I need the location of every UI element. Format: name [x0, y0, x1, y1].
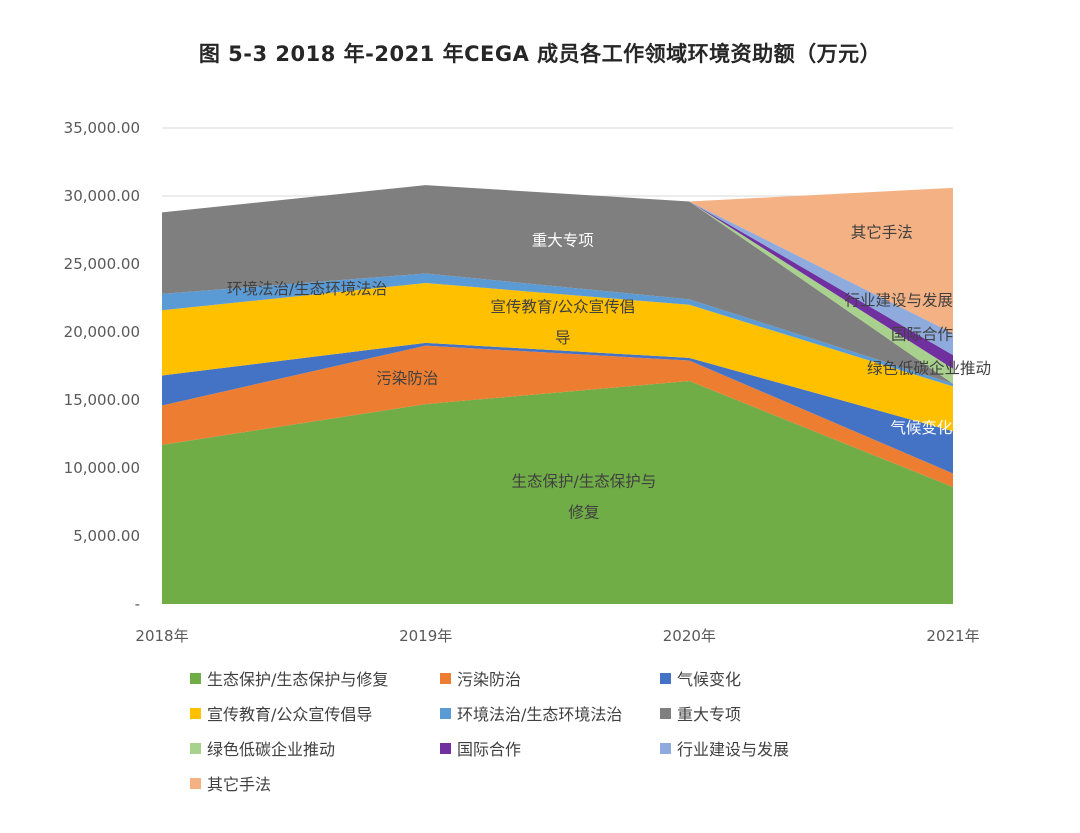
area-label: 导 — [555, 329, 571, 347]
legend-label: 气候变化 — [677, 670, 742, 689]
area-series — [162, 283, 953, 432]
area-label: 国际合作 — [891, 326, 953, 344]
x-tick-label: 2019年 — [399, 627, 452, 645]
area-series — [162, 380, 953, 604]
legend-label: 生态保护/生态保护与修复 — [207, 670, 389, 689]
area-label: 其它手法 — [851, 224, 913, 242]
legend-label: 环境法治/生态环境法治 — [457, 705, 623, 724]
y-tick-label: 25,000.00 — [64, 255, 140, 273]
legend-swatch — [440, 672, 451, 684]
legend-swatch — [190, 742, 201, 754]
legend-item: 绿色低碳企业推动 — [190, 736, 335, 760]
legend-item: 宣传教育/公众宣传倡导 — [190, 701, 372, 725]
legend-label: 行业建设与发展 — [677, 740, 790, 759]
legend-item: 气候变化 — [660, 666, 741, 690]
legend-label: 宣传教育/公众宣传倡导 — [207, 705, 373, 724]
area-label: 污染防治 — [376, 369, 438, 387]
legend-label: 重大专项 — [677, 705, 742, 724]
area-label: 行业建设与发展 — [844, 292, 953, 310]
area-series — [162, 345, 953, 488]
legend-item: 重大专项 — [660, 701, 741, 725]
y-tick-label: 15,000.00 — [64, 391, 140, 409]
area-label: 生态保护/生态保护与 — [511, 473, 656, 491]
legend-swatch — [190, 777, 201, 789]
legend-item: 环境法治/生态环境法治 — [440, 701, 622, 725]
chart-title: 图 5-3 2018 年-2021 年CEGA 成员各工作领域环境资助额（万元） — [198, 42, 882, 66]
area-series — [162, 185, 953, 334]
legend-item: 国际合作 — [440, 736, 521, 760]
area-label: 环境法治/生态环境法治 — [227, 279, 387, 298]
y-tick-label: 10,000.00 — [64, 459, 140, 477]
y-tick-label: - — [135, 595, 140, 613]
area-label: 宣传教育/公众宣传倡 — [490, 298, 635, 316]
legend-swatch — [660, 707, 671, 719]
y-tick-label: 5,000.00 — [73, 527, 140, 545]
x-tick-label: 2021年 — [926, 627, 979, 645]
x-tick-label: 2020年 — [663, 627, 716, 645]
legend-label: 国际合作 — [457, 740, 522, 759]
legend-swatch — [440, 707, 451, 719]
legend-label: 污染防治 — [457, 670, 522, 689]
legend-label: 绿色低碳企业推动 — [207, 740, 336, 759]
legend-swatch — [660, 672, 671, 684]
legend-item: 污染防治 — [440, 666, 521, 690]
legend-item: 生态保护/生态保护与修复 — [190, 666, 388, 690]
y-tick-label: 35,000.00 — [64, 119, 140, 137]
y-tick-label: 30,000.00 — [64, 187, 140, 205]
y-tick-label: 20,000.00 — [64, 323, 140, 341]
area-label: 重大专项 — [532, 231, 594, 249]
legend-swatch — [190, 672, 201, 684]
area-layer — [162, 185, 953, 604]
y-axis: - 5,000.00 10,000.00 15,000.00 20,000.00 25,0… — [64, 119, 140, 613]
x-axis: 2018年 2019年 2020年 2021年 — [135, 627, 979, 645]
area-series — [162, 185, 953, 384]
legend-swatch — [660, 742, 671, 754]
area-label: 气候变化 — [890, 419, 952, 437]
x-tick-label: 2018年 — [135, 627, 188, 645]
legend-swatch — [440, 742, 451, 754]
legend-swatch — [190, 707, 201, 719]
area-label: 绿色低碳企业推动 — [867, 360, 991, 378]
area-label: 修复 — [568, 504, 599, 522]
legend-item: 行业建设与发展 — [660, 736, 789, 760]
legend-item: 其它手法 — [190, 771, 271, 795]
legend-label: 其它手法 — [207, 775, 272, 794]
